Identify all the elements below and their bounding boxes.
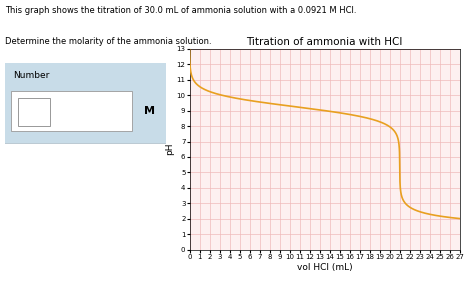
FancyBboxPatch shape <box>3 62 167 144</box>
Y-axis label: pH: pH <box>164 143 173 156</box>
X-axis label: vol HCl (mL): vol HCl (mL) <box>297 263 353 272</box>
Text: Determine the molarity of the ammonia solution.: Determine the molarity of the ammonia so… <box>5 37 211 46</box>
Text: M: M <box>144 106 155 116</box>
Title: Titration of ammonia with HCl: Titration of ammonia with HCl <box>246 37 403 46</box>
FancyBboxPatch shape <box>18 98 50 126</box>
Text: This graph shows the titration of 30.0 mL of ammonia solution with a 0.0921 M HC: This graph shows the titration of 30.0 m… <box>5 6 356 15</box>
Text: Number: Number <box>13 71 49 80</box>
FancyBboxPatch shape <box>11 91 132 131</box>
